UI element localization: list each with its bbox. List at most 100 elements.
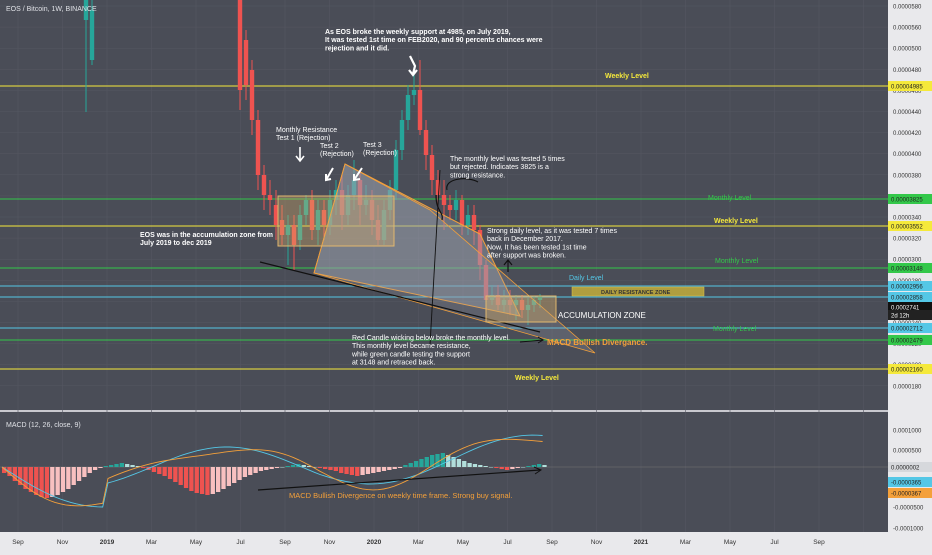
macd-bar bbox=[205, 467, 210, 495]
macd-bar bbox=[504, 467, 510, 470]
macd-bar bbox=[403, 465, 408, 467]
macd-tick-label: 0.0000500 bbox=[893, 449, 922, 455]
x-tick-label: Sep bbox=[546, 539, 558, 546]
macd-bar bbox=[189, 467, 194, 491]
macd-bar bbox=[413, 461, 419, 467]
macd-bar bbox=[12, 467, 17, 481]
macd-bar bbox=[109, 465, 114, 467]
macd-bar bbox=[253, 467, 258, 473]
x-tick-label: Jul bbox=[770, 539, 779, 546]
price-label-box bbox=[888, 335, 932, 345]
macd-bar bbox=[317, 467, 322, 468]
macd-bar bbox=[355, 467, 360, 476]
pointer-line bbox=[429, 169, 441, 346]
macd-bar bbox=[510, 467, 515, 469]
y-tick-label: 0.0000580 bbox=[893, 5, 922, 11]
macd-bar bbox=[82, 467, 87, 477]
candle-body bbox=[303, 200, 309, 215]
macd-bar bbox=[494, 467, 499, 468]
price-label-box bbox=[888, 292, 932, 302]
macd-bar bbox=[451, 457, 456, 467]
price-axis[interactable] bbox=[888, 0, 932, 550]
macd-bar bbox=[183, 467, 189, 488]
y-tick-label: 0.0000480 bbox=[893, 68, 922, 74]
price-label-box bbox=[888, 364, 932, 374]
macd-bar bbox=[349, 467, 355, 475]
macd-bar bbox=[258, 467, 264, 471]
macd-group bbox=[0, 434, 888, 508]
price-label-box bbox=[888, 263, 932, 273]
macd-bar bbox=[381, 467, 387, 471]
macd-bar bbox=[392, 467, 397, 469]
candle-body bbox=[309, 200, 315, 230]
candle-body bbox=[441, 195, 447, 205]
macd-bar bbox=[339, 467, 344, 473]
macd-bar bbox=[467, 463, 472, 467]
arrow-icon-test2 bbox=[325, 167, 334, 182]
daily-resistance-label: DAILY RESISTANCE ZONE bbox=[601, 290, 671, 296]
x-tick-label: Mar bbox=[413, 539, 425, 546]
candle-body bbox=[315, 210, 321, 230]
accumulation-zone-box bbox=[485, 295, 557, 323]
x-tick-label: Sep bbox=[813, 539, 825, 546]
y-tick-label: 0.0000220 bbox=[893, 342, 922, 348]
macd-price-label: -0.0000365 bbox=[891, 481, 922, 487]
y-tick-label: 0.0000500 bbox=[893, 47, 922, 53]
macd-bar bbox=[216, 467, 221, 492]
arrow-icon-top bbox=[408, 55, 418, 77]
y-tick-label: 0.0000320 bbox=[893, 237, 922, 243]
weekly-level-label-3: Weekly Level bbox=[515, 375, 559, 382]
macd-bar bbox=[499, 467, 504, 469]
macd-bar bbox=[365, 467, 371, 474]
candle-body bbox=[393, 150, 399, 190]
macd-tick-label: -0.0000500 bbox=[893, 506, 924, 512]
test2-note: Test 2 (Rejection) bbox=[320, 143, 354, 158]
monthly-level-label-1: Monthly Level bbox=[708, 195, 752, 202]
macd-bar bbox=[387, 467, 392, 470]
macd-price-box bbox=[888, 462, 932, 472]
macd-bar bbox=[526, 466, 531, 467]
red-candle-note: Red Candle wicking below broke the month… bbox=[351, 335, 510, 367]
candle-body bbox=[321, 210, 327, 225]
y-tick-label: 0.0000440 bbox=[893, 110, 922, 116]
candle-body bbox=[429, 155, 435, 180]
macd-bar bbox=[301, 465, 306, 467]
price-label-box bbox=[888, 81, 932, 91]
candle-body bbox=[237, 0, 243, 90]
macd-bar bbox=[397, 467, 403, 468]
candle-body bbox=[489, 295, 495, 300]
macd-bar bbox=[221, 467, 226, 489]
x-tick-label: Mar bbox=[146, 539, 158, 546]
macd-bar bbox=[55, 467, 60, 495]
macd-bar bbox=[248, 467, 253, 475]
x-tick-label: Nov bbox=[591, 539, 603, 546]
macd-bar bbox=[92, 467, 98, 470]
macd-tick-label: 0.0001000 bbox=[893, 429, 922, 435]
arrow-icon-test3 bbox=[353, 167, 363, 182]
price-label-box bbox=[888, 323, 932, 333]
trend-line bbox=[259, 261, 541, 333]
price-label: 0.00002712 bbox=[891, 327, 923, 333]
x-tick-label: Jul bbox=[503, 539, 512, 546]
macd-bar bbox=[125, 464, 130, 467]
right-arrow-icon bbox=[519, 336, 544, 344]
candle-body bbox=[483, 265, 489, 300]
macd-pane[interactable] bbox=[0, 412, 888, 532]
macd-bar bbox=[173, 467, 178, 482]
candle-body bbox=[357, 180, 363, 205]
price-label: 0.00002479 bbox=[891, 339, 923, 345]
macd-tick-label: -0.0001000 bbox=[893, 527, 924, 533]
macd-bar bbox=[34, 467, 39, 495]
time-axis[interactable] bbox=[0, 532, 888, 550]
candle-body bbox=[447, 205, 453, 210]
macd-bar bbox=[71, 467, 76, 485]
macd-bar bbox=[44, 467, 50, 498]
macd-bar bbox=[478, 465, 483, 467]
macd-bar bbox=[274, 467, 280, 468]
macd-bar bbox=[151, 467, 157, 472]
macd-bar bbox=[333, 467, 338, 471]
macd-title: MACD (12, 26, close, 9) bbox=[6, 422, 81, 429]
candle-body bbox=[453, 200, 459, 210]
candle-body bbox=[417, 90, 423, 130]
